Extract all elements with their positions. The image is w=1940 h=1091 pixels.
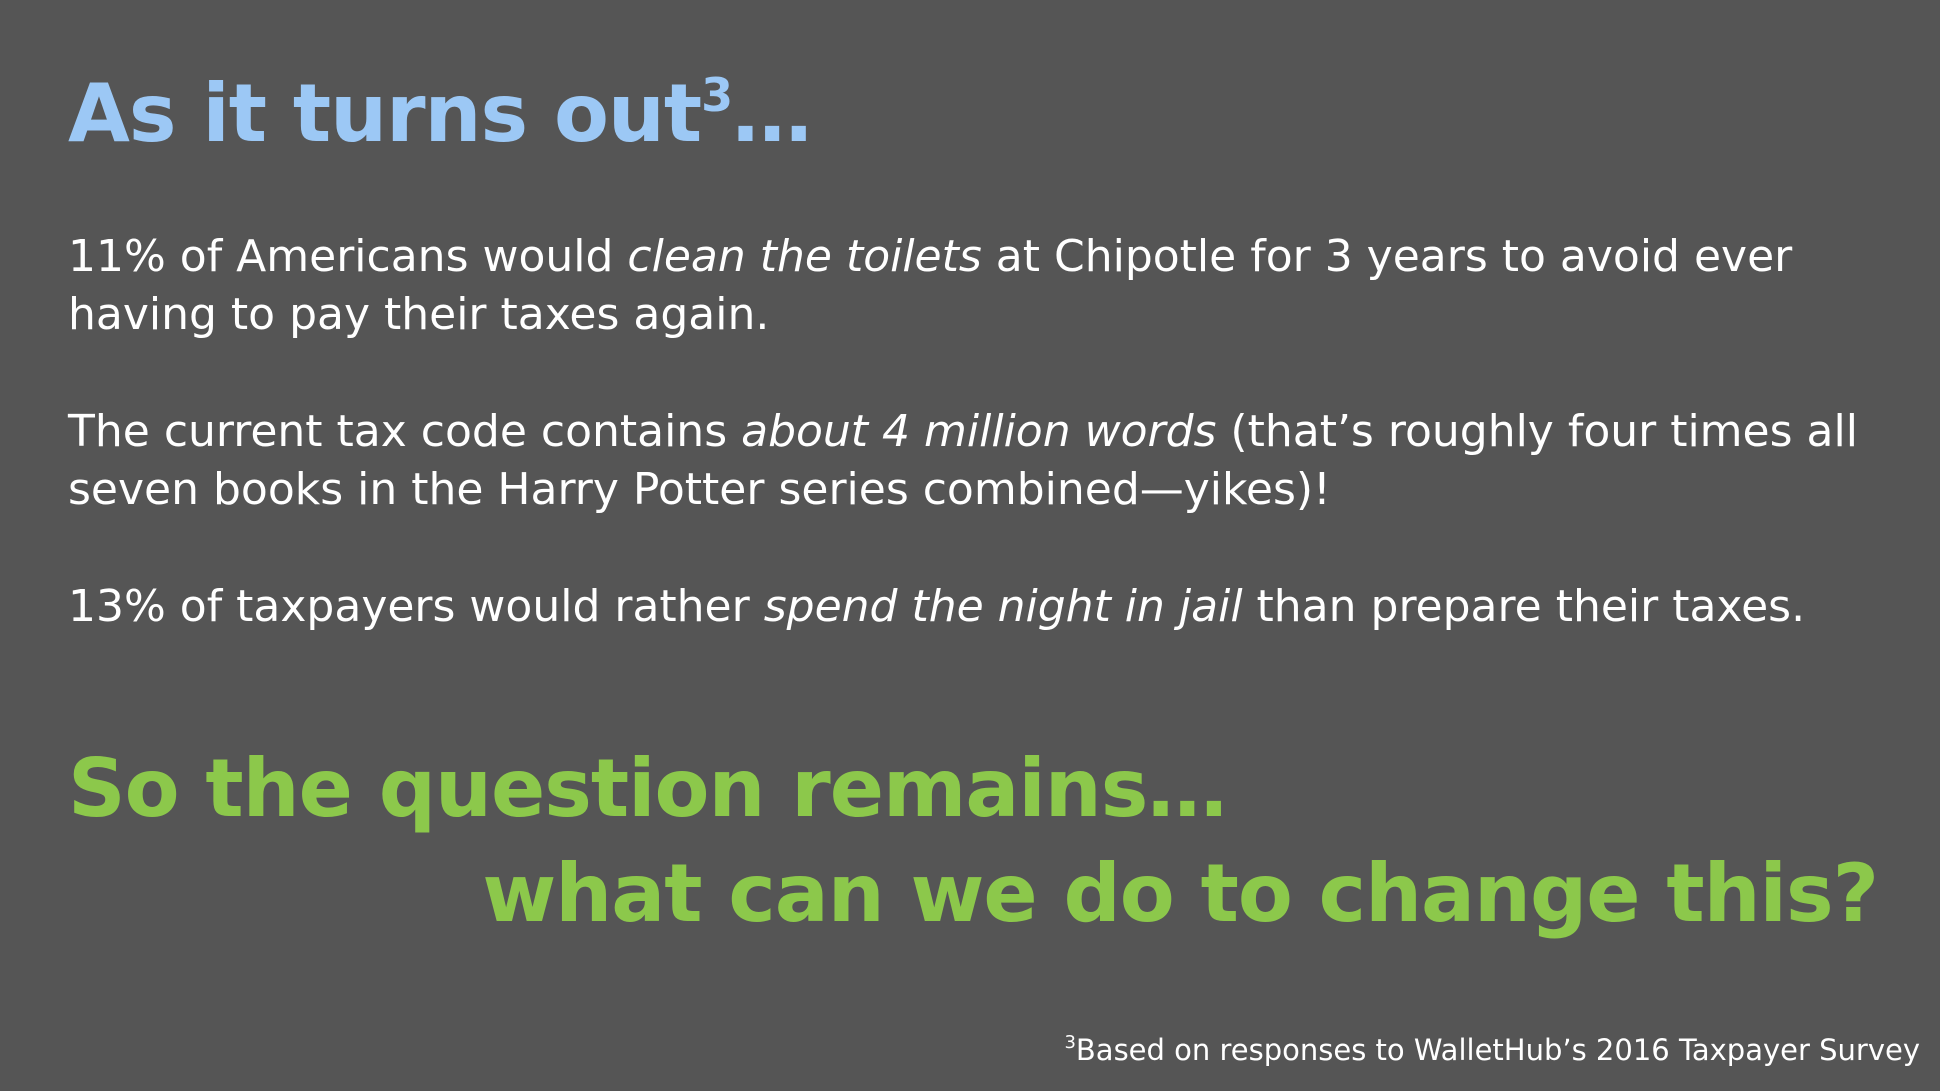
fact-text-after: than prepare their taxes. [1242,581,1806,632]
title-footnote-marker: 3 [701,68,733,122]
fact-emphasis: about 4 million words [741,406,1217,457]
title-ellipsis: … [732,67,812,160]
fact-emphasis: clean the toilets [627,231,982,282]
slide-title: As it turns out3… [68,67,812,160]
fact-text-after: (that’s roughly four times all seven boo… [68,406,1858,515]
fact-text-before: The current tax code contains [68,406,742,457]
fact-emphasis: spend the night in jail [763,581,1243,632]
question-line-2: what can we do to change this? [482,847,1879,940]
footnote-marker: 3 [1064,1032,1076,1053]
fact-paragraph-toilets: 11% of Americans would clean the toilets… [68,228,1868,344]
fact-text-before: 11% of Americans would [68,231,628,282]
footnote-text: Based on responses to WalletHub’s 2016 T… [1075,1033,1920,1067]
fact-paragraph-tax-code: The current tax code contains about 4 mi… [68,403,1868,519]
fact-paragraph-jail: 13% of taxpayers would rather spend the … [68,578,1868,636]
slide-title-text: As it turns out [68,67,702,160]
question-line-1: So the question remains… [68,742,1227,835]
fact-text-before: 13% of taxpayers would rather [68,581,764,632]
footnote: 3Based on responses to WalletHub’s 2016 … [1064,1033,1920,1067]
fact-text-after: at Chipotle for 3 years to avoid ever ha… [68,231,1793,340]
